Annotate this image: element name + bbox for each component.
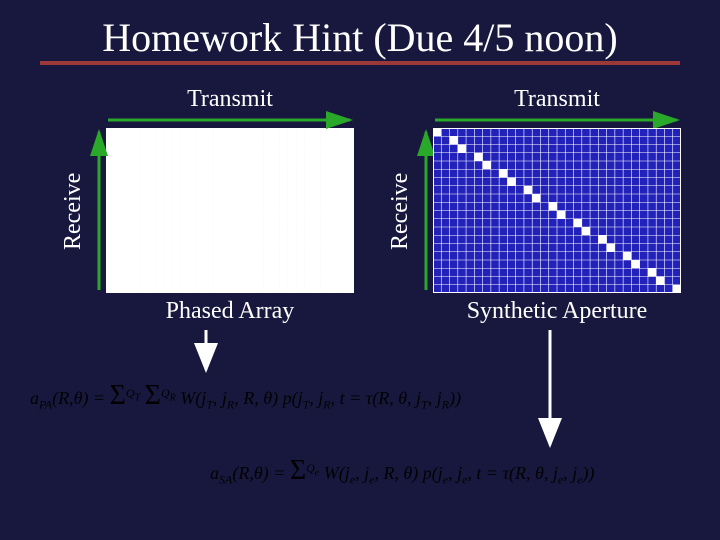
formula-synthetic: aSA(R,θ) = ΣQe W(je, je, R, θ) p(je, je,… bbox=[210, 455, 710, 488]
formula-phased: aPA(R,θ) = ΣQT ΣQR W(jT, jR, R, θ) p(jT,… bbox=[30, 380, 690, 413]
left-caption: Phased Array bbox=[106, 298, 354, 325]
right-transmit-label: Transmit bbox=[433, 86, 681, 113]
right-grid bbox=[433, 128, 681, 293]
right-receive-label: Receive bbox=[387, 173, 414, 250]
right-caption: Synthetic Aperture bbox=[433, 298, 681, 325]
